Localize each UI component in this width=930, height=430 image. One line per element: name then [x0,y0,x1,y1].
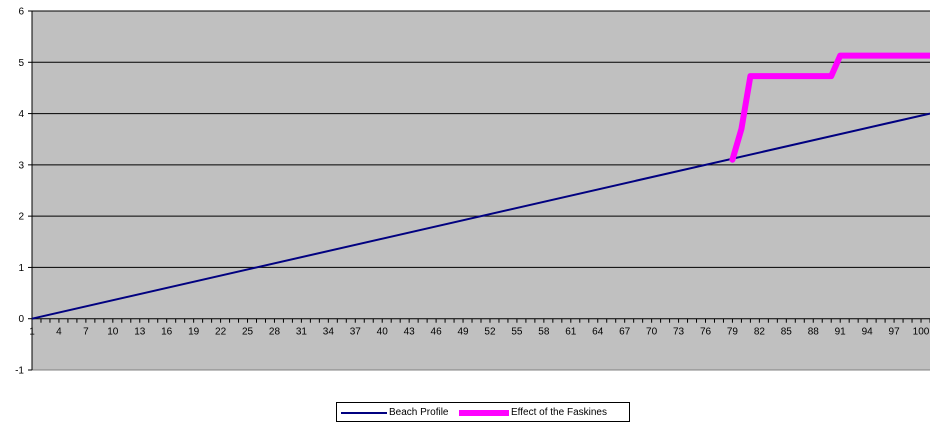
x-tick-label: 79 [727,327,739,338]
x-tick-label: 88 [808,327,820,338]
y-tick-label: -1 [15,366,24,377]
x-tick-label: 67 [619,327,631,338]
y-tick-label: 6 [18,7,24,18]
x-tick-label: 43 [404,327,416,338]
y-tick-label: 1 [18,263,24,274]
x-tick-label: 46 [431,327,443,338]
x-tick-label: 1 [29,327,35,338]
y-tick-label: 5 [18,58,24,69]
x-tick-label: 73 [673,327,685,338]
legend-swatch-effect-of-the-faskines [456,406,512,420]
legend: Beach Profile Effect of the Faskines [336,402,630,422]
x-tick-label: 22 [215,327,227,338]
x-tick-label: 52 [484,327,496,338]
x-tick-label: 94 [862,327,874,338]
x-tick-label: 49 [457,327,469,338]
x-tick-label: 7 [83,327,89,338]
x-tick-label: 10 [107,327,119,338]
x-tick-label: 31 [296,327,308,338]
x-tick-label: 61 [565,327,577,338]
x-tick-label: 4 [56,327,62,338]
plot-area [32,11,930,370]
x-tick-label: 34 [323,327,335,338]
y-tick-label: 3 [18,160,24,171]
x-tick-label: 91 [835,327,847,338]
series-line-beach-profile [31,112,930,320]
x-axis: 1 4 7 10 13 16 19 22 25 28 31 34 37 40 43 46 49 52 55 58 61 6… [29,318,930,338]
x-tick-label: 85 [781,327,793,338]
x-tick-label: 76 [700,327,712,338]
x-tick-label: 19 [188,327,200,338]
x-tick-label: 64 [592,327,604,338]
series-line-effect-of-the-faskines [729,52,930,163]
x-tick-label: 97 [889,327,901,338]
legend-swatch-beach-profile [341,406,387,420]
x-tick-label: 55 [511,327,523,338]
x-tick-label: 28 [269,327,281,338]
x-tick-label: 37 [350,327,362,338]
x-tick-label: 70 [646,327,658,338]
legend-label-beach-profile: Beach Profile [389,407,449,418]
x-tick-label: 40 [377,327,389,338]
legend-label-effect-of-the-faskines: Effect of the Faskines [511,407,607,418]
y-tick-label: 2 [18,212,24,223]
x-tick-label: 58 [538,327,550,338]
gridlines [32,10,930,371]
x-tick-label: 100 [913,327,930,338]
x-tick-label: 16 [161,327,173,338]
x-tick-label: 25 [242,327,254,338]
y-tick-label: 4 [18,109,24,120]
y-tick-label: 0 [18,314,24,325]
x-tick-label: 13 [134,327,146,338]
x-tick-label: 82 [754,327,766,338]
series-layer [31,52,930,320]
